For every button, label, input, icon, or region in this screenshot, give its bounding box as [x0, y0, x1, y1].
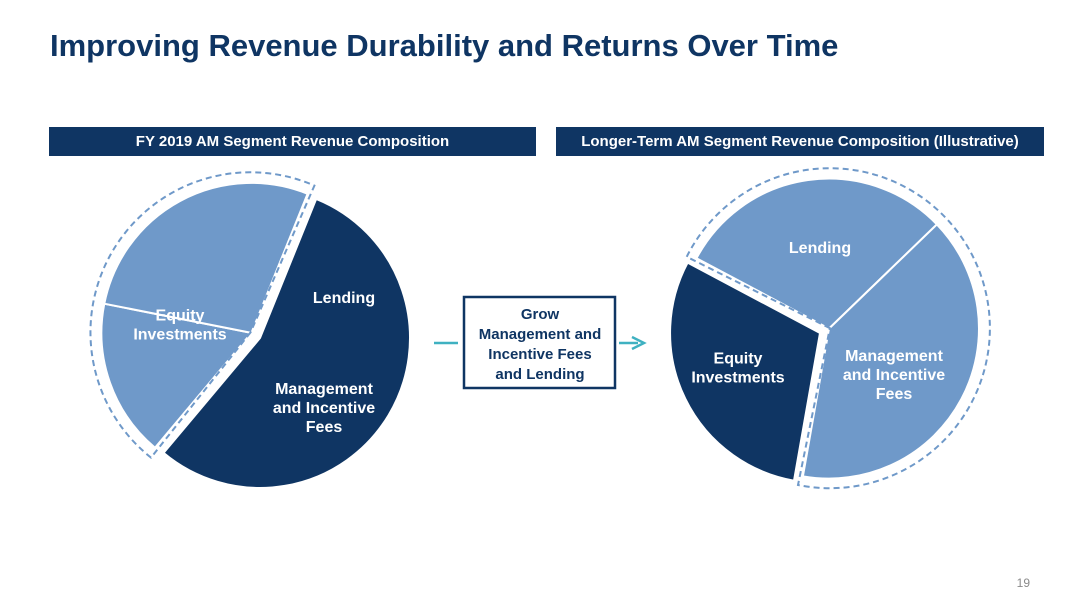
pie-slice-lending — [695, 177, 939, 330]
pie-slice-management-and-incentive-fees — [103, 181, 309, 334]
pie-slice-equity-investments — [162, 197, 411, 489]
pie-slice-equity-investments — [669, 261, 822, 482]
slice-label-lending: Lending — [313, 290, 375, 307]
slice-label-equity-investments: Equity Investments — [691, 351, 784, 387]
exploded-group-outline — [685, 167, 991, 490]
pie-slice-management-and-incentive-fees — [801, 222, 980, 480]
slice-label-management-and-incentive-fees: Management and Incentive Fees — [843, 348, 945, 403]
slice-label-lending: Lending — [789, 240, 851, 257]
grow-fees-label: Grow Management and Incentive Fees and Lend… — [479, 306, 602, 383]
longer-term-pie-chart: Lending Management and Incentive Fees Equity… — [669, 167, 991, 490]
exploded-group-outline — [89, 171, 316, 460]
page-title: Improving Revenue Durability and Returns… — [50, 28, 839, 63]
growth-arrow-group: Grow Management and Incentive Fees and Lend… — [434, 295, 647, 390]
right-chart-header: Longer-Term AM Segment Revenue Compositi… — [556, 127, 1044, 156]
slice-label-management-and-incentive-fees: Management and Incentive Fees — [273, 381, 375, 436]
pie-slice-lending — [100, 302, 254, 450]
left-chart-header: FY 2019 AM Segment Revenue Composition — [49, 127, 536, 156]
right-arrow-head — [631, 335, 647, 351]
slice-label-equity-investments: Equity Investments — [133, 308, 226, 344]
grow-fees-box — [462, 295, 617, 390]
fy2019-pie-chart: Equity Investments Lending Management and In… — [89, 171, 411, 489]
page-number: 19 — [1016, 576, 1030, 590]
